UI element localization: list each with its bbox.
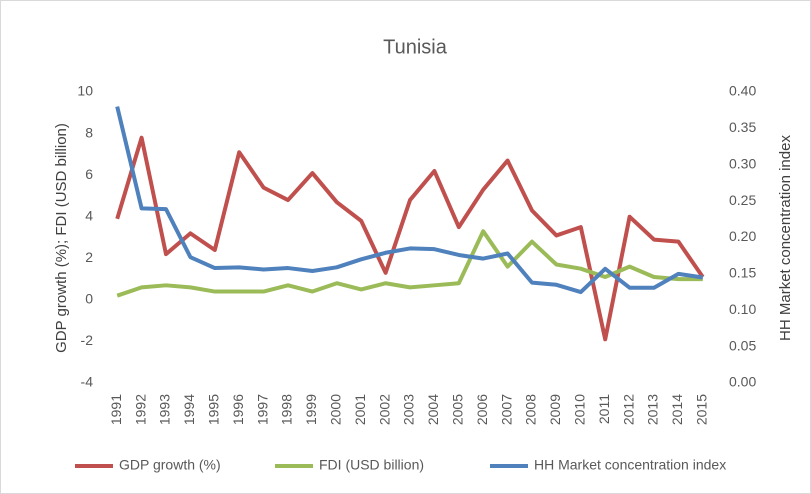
x-tick-label: 1993 <box>157 394 173 425</box>
x-tick-label: 2015 <box>694 394 710 425</box>
x-tick-label: 2008 <box>523 394 539 425</box>
legend-label: HH Market concentration index <box>534 457 726 473</box>
legend-label: GDP growth (%) <box>119 457 221 473</box>
y-tick-label: 10 <box>77 83 93 99</box>
y2-tick-label: 0.35 <box>729 119 756 135</box>
chart-title: Tunisia <box>383 36 448 58</box>
x-tick-label: 1997 <box>254 394 270 425</box>
x-tick-label: 2007 <box>498 394 514 425</box>
x-tick-label: 2000 <box>328 394 344 425</box>
y2-tick-label: 0.00 <box>729 374 756 390</box>
y2-tick-label: 0.40 <box>729 83 756 99</box>
x-tick-label: 2006 <box>474 394 490 425</box>
x-tick-label: 2003 <box>401 394 417 425</box>
y-tick-label: 6 <box>85 166 93 182</box>
series-line <box>116 229 703 298</box>
x-tick-label: 2009 <box>547 394 563 425</box>
x-tick-label: 2012 <box>620 394 636 425</box>
x-tick-label: 2001 <box>352 394 368 425</box>
x-tick-label: 2011 <box>596 394 612 424</box>
x-tick-label: 1994 <box>181 394 197 425</box>
y-tick-label: 8 <box>85 124 93 140</box>
y-tick-label: -4 <box>81 374 94 390</box>
x-tick-label: 2014 <box>669 394 685 425</box>
x-tick-label: 2002 <box>376 394 392 425</box>
y2-axis-title: HH Market concentration index <box>777 135 794 341</box>
x-tick-label: 1996 <box>230 394 246 425</box>
legend-label: FDI (USD billion) <box>319 457 424 473</box>
x-tick-label: 2010 <box>572 394 588 425</box>
series-line <box>115 106 704 295</box>
y2-tick-label: 0.20 <box>729 228 756 244</box>
x-tick-label: 2004 <box>425 394 441 425</box>
x-tick-label: 2005 <box>450 394 466 425</box>
x-tick-label: 1992 <box>132 394 148 425</box>
y-tick-label: 0 <box>85 291 93 307</box>
y2-tick-label: 0.10 <box>729 301 756 317</box>
y-tick-label: -2 <box>81 332 94 348</box>
y-axis-title: GDP growth (%); FDI (USD billion) <box>53 123 70 353</box>
y-tick-label: 2 <box>85 249 93 265</box>
y2-tick-label: 0.25 <box>729 192 756 208</box>
x-tick-label: 1995 <box>206 394 222 425</box>
y2-tick-label: 0.30 <box>729 155 756 171</box>
y2-tick-label: 0.15 <box>729 265 756 281</box>
x-tick-label: 2013 <box>645 394 661 425</box>
series-line <box>115 135 705 342</box>
y2-tick-label: 0.05 <box>729 337 756 353</box>
x-tick-label: 1999 <box>303 394 319 425</box>
x-tick-label: 1991 <box>108 394 124 425</box>
y-tick-label: 4 <box>85 207 93 223</box>
x-tick-label: 1998 <box>279 394 295 425</box>
